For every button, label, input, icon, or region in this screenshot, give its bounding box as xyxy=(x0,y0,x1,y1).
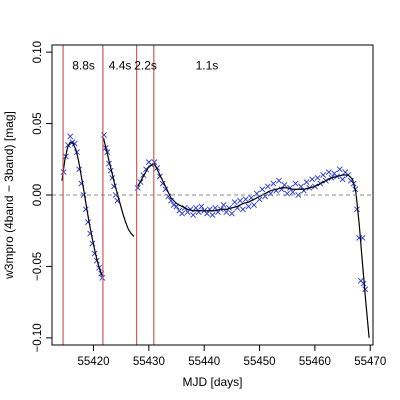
data-point-94 xyxy=(314,174,321,181)
y-tick-label-5: 0.10 xyxy=(32,41,44,63)
data-point-82 xyxy=(281,182,288,188)
data-point-80 xyxy=(275,177,282,184)
annotation-4: 1.1s xyxy=(196,58,219,72)
data-point-71 xyxy=(251,202,257,208)
data-point-6 xyxy=(71,140,78,147)
data-point-61 xyxy=(223,209,230,216)
data-point-66 xyxy=(237,197,244,204)
x-tick-label-2: 55430 xyxy=(133,356,165,368)
data-point-90 xyxy=(303,179,310,186)
data-point-54 xyxy=(204,210,210,217)
data-point-103 xyxy=(339,176,346,183)
y-tick-label-3: 0.00 xyxy=(32,184,44,206)
annotation-2: 4.4s xyxy=(109,58,132,72)
data-point-60 xyxy=(220,202,227,208)
data-point-29 xyxy=(134,184,141,191)
data-point-4 xyxy=(67,133,74,140)
data-point-68 xyxy=(242,196,249,203)
fit-curve-1 xyxy=(61,141,103,277)
fit-curves xyxy=(61,137,370,338)
data-point-85 xyxy=(289,189,296,196)
fit-curve-2 xyxy=(102,137,135,237)
x-tick-label-4: 55450 xyxy=(244,356,276,368)
data-point-86 xyxy=(292,180,299,187)
data-point-64 xyxy=(231,199,238,206)
data-point-69 xyxy=(245,203,252,210)
x-tick-label-6: 55470 xyxy=(354,356,386,368)
x-tick-label-3: 55440 xyxy=(188,356,220,368)
data-point-67 xyxy=(240,206,246,213)
data-points xyxy=(60,132,369,293)
data-point-113 xyxy=(360,280,367,287)
x-axis: 55420 55430 55440 55450 55460 55470 xyxy=(78,345,386,368)
data-point-19 xyxy=(99,274,106,281)
data-point-92 xyxy=(309,176,316,183)
data-point-78 xyxy=(270,180,277,187)
y-tick-label-2: −0.05 xyxy=(32,252,44,281)
data-point-23 xyxy=(106,160,112,167)
x-axis-label: MJD [days] xyxy=(182,375,242,389)
plot-frame xyxy=(51,44,374,346)
data-point-20 xyxy=(101,132,107,138)
data-point-52 xyxy=(198,203,205,210)
data-point-109 xyxy=(354,206,360,213)
data-point-96 xyxy=(320,172,327,178)
x-tick-label-1: 55420 xyxy=(78,356,110,368)
data-point-56 xyxy=(209,212,216,218)
data-point-74 xyxy=(259,186,266,193)
x-tick-label-5: 55460 xyxy=(299,356,331,368)
annotation-3: 2.2s xyxy=(134,58,157,72)
vertical-markers xyxy=(62,45,155,345)
annotation-1: 8.8s xyxy=(72,58,95,72)
annotations: 8.8s 4.4s 2.2s 1.1s xyxy=(72,58,218,72)
data-point-76 xyxy=(264,183,271,190)
data-point-45 xyxy=(179,210,185,217)
data-point-49 xyxy=(190,212,197,218)
data-point-88 xyxy=(298,183,304,190)
data-point-50 xyxy=(192,204,199,211)
data-point-63 xyxy=(228,210,235,217)
y-axis-label: w3mpro (4band − 3band) [mag] xyxy=(2,111,16,280)
y-tick-label-4: 0.05 xyxy=(32,112,44,134)
data-point-98 xyxy=(325,169,332,176)
data-point-102 xyxy=(336,166,343,173)
y-tick-label-1: −0.10 xyxy=(32,323,44,352)
data-point-57 xyxy=(212,204,219,211)
fit-curve-3 xyxy=(137,162,370,338)
y-axis: −0.10 −0.05 0.00 0.05 0.10 xyxy=(32,41,52,352)
